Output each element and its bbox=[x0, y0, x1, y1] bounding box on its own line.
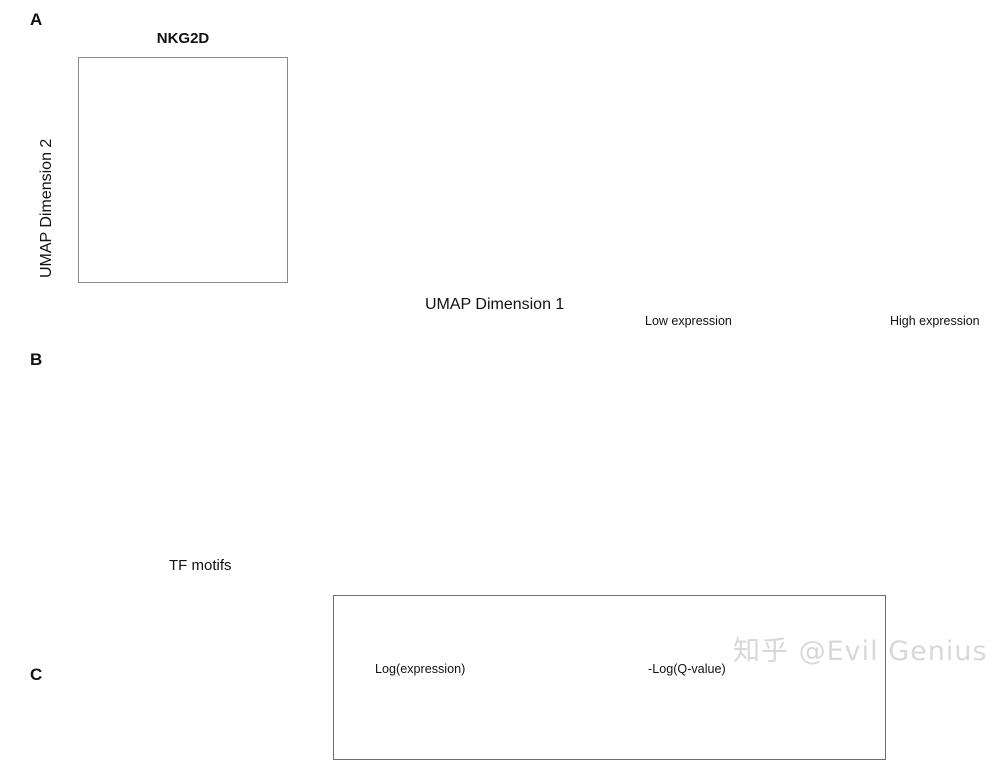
tf-motifs-caption: TF motifs bbox=[169, 557, 232, 574]
expression-legend-label: Log(expression) bbox=[375, 662, 466, 676]
colorbar-high-label: High expression bbox=[890, 314, 980, 328]
umap-title-nkg2d: NKG2D bbox=[156, 30, 210, 47]
watermark: 知乎 @Evil Genius bbox=[733, 636, 988, 667]
panel-c-letter: C bbox=[30, 665, 43, 684]
expression-legend-bar bbox=[485, 646, 582, 665]
umap-y-axis-label: UMAP Dimension 2 bbox=[38, 138, 55, 278]
umap-x-axis-label: UMAP Dimension 1 bbox=[425, 296, 565, 313]
umap-plot-nkg2d[interactable] bbox=[78, 57, 288, 283]
colorbar-low-label: Low expression bbox=[645, 314, 732, 328]
umap-panels-container bbox=[0, 0, 1008, 283]
umap-canvas bbox=[79, 58, 287, 282]
tf-motif-dotplot[interactable] bbox=[333, 595, 886, 760]
panel-b-letter: B bbox=[30, 350, 43, 369]
panel-a-letter: A bbox=[30, 10, 43, 29]
qvalue-legend-label: -Log(Q-value) bbox=[648, 662, 726, 676]
expression-colorbar bbox=[737, 312, 885, 328]
